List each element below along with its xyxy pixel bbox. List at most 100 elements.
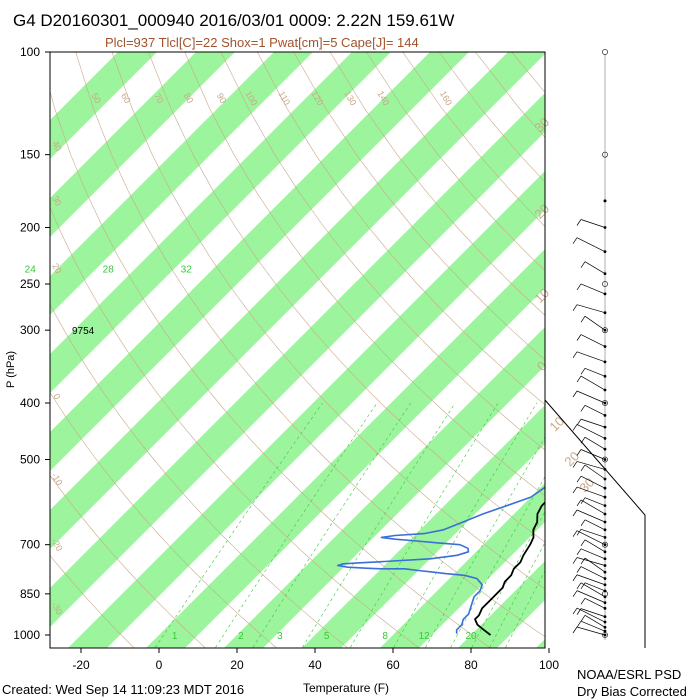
wind-barb	[576, 486, 606, 498]
wind-barb-flag	[572, 530, 578, 537]
dry-adiabat-line	[657, 52, 700, 647]
wind-barb	[584, 614, 606, 628]
wind-barb-flag	[580, 464, 586, 472]
mixing-ratio-label: 3	[277, 631, 283, 642]
wind-barb-flag	[572, 237, 578, 244]
wind-barb-flag	[572, 509, 578, 517]
mixing-ratio-label: 24	[25, 264, 37, 275]
wind-barb-flag	[580, 436, 586, 444]
dry-adiabat-line	[148, 52, 545, 543]
wind-barb-flag	[572, 607, 578, 615]
wind-barb-flag	[576, 334, 582, 341]
dry-adiabat-line	[50, 303, 348, 648]
y-tick-label: 400	[20, 396, 40, 410]
height-scale-label: 20	[561, 448, 582, 469]
wind-barb	[576, 351, 606, 363]
y-tick-label: 500	[20, 452, 40, 466]
height-annotation: 9754	[72, 326, 95, 337]
dry-adiabat-line	[621, 52, 700, 647]
wind-barb	[584, 261, 606, 274]
wind-barb	[584, 582, 606, 592]
dry-adiabat-line	[548, 52, 700, 647]
temperature-bands	[50, 25, 700, 659]
mixing-ratio-label: 1	[172, 631, 178, 642]
wind-barb	[580, 620, 606, 632]
wind-barb-flag	[572, 557, 578, 564]
wind-barb-flag	[576, 620, 582, 628]
wind-barb-flag	[572, 574, 578, 581]
wind-barb-flag	[576, 375, 582, 383]
dry-adiabat-label: 20	[50, 261, 64, 275]
dry-adiabat-label: 130	[342, 89, 358, 107]
wind-barb-flag	[572, 461, 578, 468]
temperature-band	[380, 483, 545, 648]
x-tick-label: 40	[308, 658, 322, 672]
wind-barb	[584, 367, 606, 377]
mixing-ratio-line	[505, 570, 545, 648]
dewpoint-trace	[336, 486, 545, 634]
wind-barb	[576, 557, 606, 566]
dry-adiabat-label: 70	[152, 91, 166, 105]
dry-adiabat-line	[329, 52, 545, 316]
temperature-band	[681, 25, 700, 659]
wind-barb	[576, 530, 606, 546]
mixing-ratio-label: 20	[465, 631, 477, 642]
barb-ring	[602, 281, 608, 287]
barb-ring	[602, 590, 608, 597]
temperature-band	[50, 52, 158, 160]
temperature-band	[603, 25, 700, 659]
mixing-ratio-line	[215, 402, 378, 648]
wind-barb	[580, 283, 606, 295]
mixing-ratio-line	[350, 402, 499, 648]
wind-barb	[576, 390, 606, 404]
mixing-ratio-label: 2	[238, 631, 244, 642]
wind-barb-flag	[580, 557, 586, 565]
mixing-ratio-line	[471, 510, 545, 648]
x-tick-label: 80	[464, 658, 478, 672]
wind-barb-flag	[580, 315, 586, 323]
chart-title: G4 D20160301_000940 2016/03/01 0009: 2.2…	[13, 11, 454, 30]
mixing-ratio-lines	[155, 402, 545, 648]
y-tick-label: 200	[20, 221, 40, 235]
wind-barb-flag	[576, 219, 582, 226]
dry-adiabat-line	[50, 391, 277, 648]
wind-barb-flag	[572, 390, 578, 398]
wind-barb	[584, 539, 606, 553]
wind-barb	[584, 436, 606, 450]
wind-barb	[576, 509, 606, 523]
mixing-ratio-label: 32	[181, 264, 193, 275]
dry-adiabat-line	[220, 52, 545, 451]
plot-frame	[49, 51, 546, 649]
temperature-band	[68, 171, 545, 648]
barb-ring	[602, 400, 608, 406]
dry-adiabat-line	[50, 89, 490, 648]
wind-barb-flag	[576, 582, 582, 590]
temperature-band	[302, 405, 545, 648]
temperature-band	[50, 52, 235, 238]
mixing-ratio-line	[393, 402, 538, 648]
dry-adiabat-line	[257, 52, 545, 406]
wind-barb-flag	[580, 368, 586, 375]
wind-barb-flag	[572, 486, 578, 494]
wind-barb	[584, 315, 606, 331]
barb-ring	[602, 541, 608, 548]
dry-adiabat-label: 30	[50, 194, 64, 208]
mixing-ratio-label: 8	[382, 631, 388, 642]
y-tick-label: 850	[20, 587, 40, 601]
wind-barb-flag	[576, 475, 582, 483]
wind-barb-flag	[576, 529, 582, 536]
wind-barb	[580, 375, 606, 391]
y-tick-label: 150	[20, 148, 40, 162]
wind-barb-flag	[580, 539, 586, 547]
dry-adiabat-line	[50, 474, 206, 648]
y-tick-label: 100	[20, 45, 40, 59]
dry-adiabat-label: 110	[276, 89, 292, 106]
temperature-band	[50, 93, 545, 628]
dry-adiabats	[50, 52, 700, 648]
dry-adiabat-label: -10	[49, 471, 64, 487]
dry-adiabat-line	[50, 206, 419, 648]
barb-point	[603, 199, 607, 203]
wind-barb-flag	[576, 449, 582, 456]
dry-adiabat-label: 90	[215, 91, 229, 105]
